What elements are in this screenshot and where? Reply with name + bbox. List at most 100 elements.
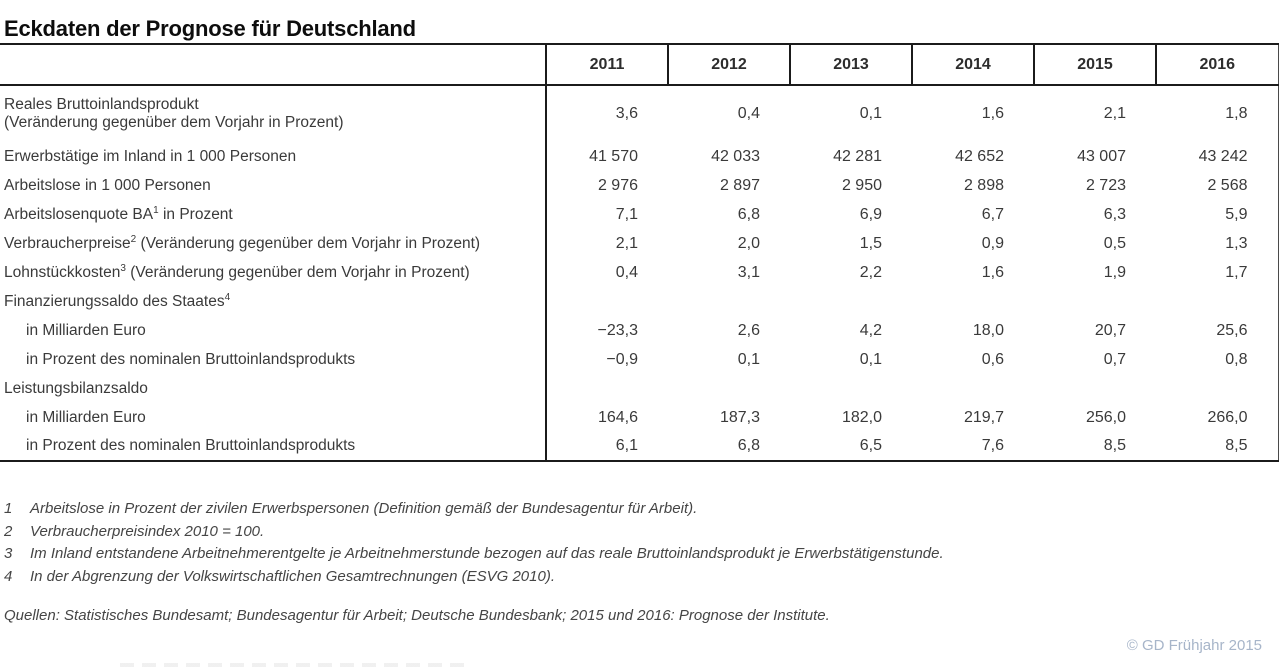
cell-value: 6,1 xyxy=(615,437,638,454)
cell-value: 1,5 xyxy=(859,234,882,252)
cell-value: 2,1 xyxy=(615,234,638,252)
table-row: Verbraucherpreise2 (Veränderung gegenübe… xyxy=(0,229,1278,258)
year-header: 2012 xyxy=(667,44,790,86)
cell-value: 2,2 xyxy=(859,263,882,281)
cell-value: 6,5 xyxy=(859,437,882,454)
table-row: in Milliarden Euro 164,6 187,3 182,0 219,7 25… xyxy=(0,403,1278,432)
cell-value: 2 976 xyxy=(597,176,638,194)
cell-value: 8,5 xyxy=(1103,437,1126,454)
cell-value: 0,1 xyxy=(859,350,882,368)
footnote-number: 2 xyxy=(4,522,13,540)
cell-value: 1,6 xyxy=(981,263,1004,281)
cell-value xyxy=(668,287,790,316)
cell-value xyxy=(1156,374,1278,403)
footnote: 1 Arbeitslose in Prozent der zivilen Erw… xyxy=(4,498,1154,521)
footnote: 2 Verbraucherpreisindex 2010 = 100. xyxy=(4,521,1154,544)
footnote-marker: 3 xyxy=(120,262,126,274)
footnote-text: Im Inland entstandene Arbeitnehmerentgel… xyxy=(30,545,944,562)
cell-value: 0,1 xyxy=(737,350,760,368)
cell-value: 18,0 xyxy=(972,321,1004,339)
cell-value: 6,9 xyxy=(859,205,882,223)
footnote-number: 3 xyxy=(4,545,13,562)
footnote-text: Arbeitslose in Prozent der zivilen Erwer… xyxy=(30,500,698,517)
footnotes-block: 1 Arbeitslose in Prozent der zivilen Erw… xyxy=(4,498,1154,588)
cell-value xyxy=(1156,287,1278,316)
cell-value: 7,1 xyxy=(615,205,638,223)
cell-value xyxy=(1034,374,1156,403)
cell-value xyxy=(1034,287,1156,316)
cell-value: −0,9 xyxy=(606,350,638,368)
cell-value: 219,7 xyxy=(963,408,1004,426)
cell-value: 43 242 xyxy=(1198,147,1248,165)
cell-value: 42 281 xyxy=(833,147,882,165)
footnote-text: In der Abgrenzung der Volkswirtschaftlic… xyxy=(30,567,555,585)
cell-value: 0,9 xyxy=(981,234,1004,252)
cell-value: 0,7 xyxy=(1103,350,1126,368)
cell-value: 2 723 xyxy=(1085,176,1126,194)
cell-value: 0,6 xyxy=(981,350,1004,368)
cell-value: −23,3 xyxy=(597,321,638,339)
year-header: 2016 xyxy=(1155,44,1278,86)
cell-value xyxy=(668,374,790,403)
cell-value: 0,1 xyxy=(859,105,882,122)
row-label: Verbraucherpreise2 (Veränderung gegenübe… xyxy=(0,229,547,258)
row-label: Leistungsbilanzsaldo xyxy=(0,374,547,403)
footnote-marker: 1 xyxy=(153,204,159,216)
cell-value xyxy=(790,287,912,316)
row-label: Finanzierungssaldo des Staates4 xyxy=(0,287,547,316)
cell-value: 20,7 xyxy=(1094,321,1126,339)
year-header: 2015 xyxy=(1033,44,1156,86)
table-row: Arbeitslosenquote BA1 in Prozent 7,1 6,8 6,… xyxy=(0,200,1278,229)
cell-value: 5,9 xyxy=(1225,205,1248,223)
cell-value: 3,6 xyxy=(615,105,638,122)
cell-value: 43 007 xyxy=(1077,147,1126,165)
footnote-number: 4 xyxy=(4,567,13,585)
cell-value: 7,6 xyxy=(981,437,1004,454)
row-label: Erwerbstätige im Inland in 1 000 Persone… xyxy=(0,142,547,171)
cell-value: 42 033 xyxy=(711,147,760,165)
cell-value: 182,0 xyxy=(841,408,882,426)
footnote-number: 1 xyxy=(4,500,13,517)
year-header: 2011 xyxy=(545,44,668,86)
page-title: Eckdaten der Prognose für Deutschland xyxy=(4,15,416,41)
cell-value: 2,0 xyxy=(737,234,760,252)
cell-value: 256,0 xyxy=(1085,408,1126,426)
cell-value: 6,8 xyxy=(737,205,760,223)
row-label: in Milliarden Euro xyxy=(0,316,547,345)
cell-value: 2 568 xyxy=(1207,176,1248,194)
cell-value: 2,1 xyxy=(1103,105,1126,122)
cell-value xyxy=(546,287,668,316)
row-label: Arbeitslosenquote BA1 in Prozent xyxy=(0,200,547,229)
cell-value: 187,3 xyxy=(719,408,760,426)
copyright-credit: © GD Frühjahr 2015 xyxy=(1126,637,1262,654)
cell-value: 1,7 xyxy=(1225,263,1248,281)
cell-value: 1,3 xyxy=(1225,234,1248,252)
table-row: in Milliarden Euro −23,3 2,6 4,2 18,0 20,7 25,… xyxy=(0,316,1278,345)
cell-value: 2,6 xyxy=(737,321,760,339)
cell-value: 1,8 xyxy=(1225,105,1248,122)
table-row: Erwerbstätige im Inland in 1 000 Persone… xyxy=(0,142,1278,171)
forecast-table: 2011 2012 2013 2014 2015 2016 Reales Bru… xyxy=(0,43,1279,462)
cell-value: 164,6 xyxy=(597,408,638,426)
label-column-header xyxy=(0,44,546,86)
cell-value xyxy=(912,374,1034,403)
cell-value: 2 898 xyxy=(963,176,1004,194)
table-header-row: 2011 2012 2013 2014 2015 2016 xyxy=(0,44,1278,86)
year-header: 2014 xyxy=(911,44,1034,86)
cell-value: 0,5 xyxy=(1103,234,1126,252)
row-label: in Prozent des nominalen Bruttoinlandspr… xyxy=(0,345,547,374)
cell-value xyxy=(790,374,912,403)
cell-value xyxy=(546,374,668,403)
cell-value: 1,6 xyxy=(981,105,1004,122)
footnote-text: Verbraucherpreisindex 2010 = 100. xyxy=(30,522,265,540)
cell-value: 6,3 xyxy=(1103,205,1126,223)
table-row: Arbeitslose in 1 000 Personen 2 976 2 897 2… xyxy=(0,171,1278,200)
sources-line: Quellen: Statistisches Bundesamt; Bundes… xyxy=(4,607,830,624)
footnote: 3 Im Inland entstandene Arbeitnehmerentg… xyxy=(4,543,1154,566)
cell-value: 6,8 xyxy=(737,437,760,454)
footnote-marker: 4 xyxy=(224,291,231,303)
row-label: Arbeitslose in 1 000 Personen xyxy=(0,171,547,200)
table-row: Reales Bruttoinlandsprodukt (Veränderung … xyxy=(0,85,1278,142)
row-label: Lohnstückkosten3 (Veränderung gegenüber … xyxy=(0,258,547,287)
cell-value: 42 652 xyxy=(955,147,1004,165)
